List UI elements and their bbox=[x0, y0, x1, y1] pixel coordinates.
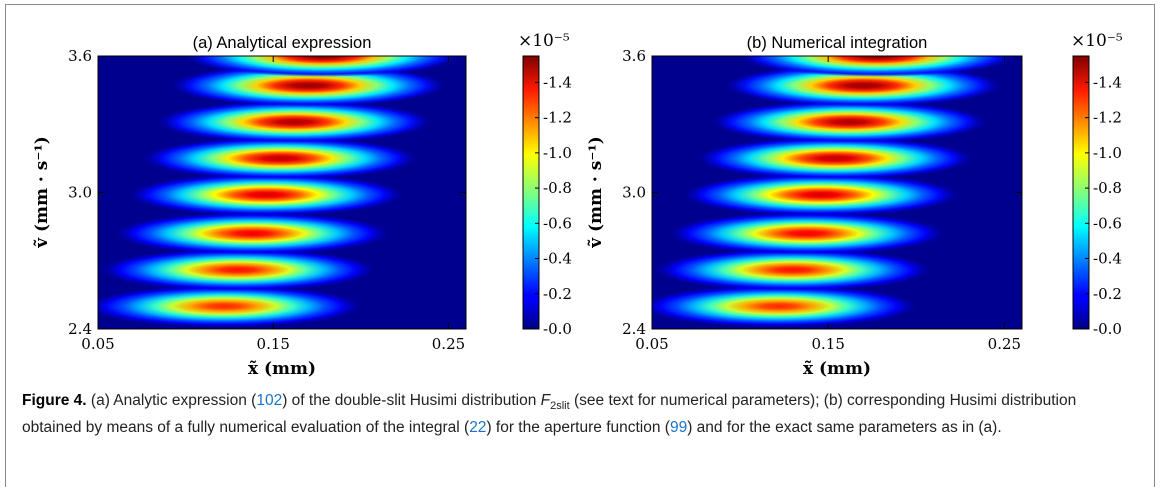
x-tick-label: 0.15 bbox=[257, 335, 290, 353]
heatmap-peak bbox=[697, 137, 974, 180]
panel-b-colorbar-scale: ×10⁻⁵ bbox=[1071, 31, 1123, 51]
colorbar-tick-label: -1.4 bbox=[1093, 73, 1122, 91]
colorbar-tick-label: -1.0 bbox=[1093, 144, 1122, 162]
y-tick-label: 3.0 bbox=[68, 184, 92, 202]
panel-a-ticks: 0.05 0.15 0.25 2.4 3.0 3.6 bbox=[68, 47, 466, 353]
caption-symbol-sub: 2slit bbox=[550, 400, 570, 413]
figure-caption: Figure 4. (a) Analytic expression (102) … bbox=[22, 390, 1132, 438]
x-tick-label: 0.05 bbox=[81, 335, 114, 353]
colorbar-tick-label: -0.0 bbox=[543, 320, 572, 338]
colorbar-tick-label: -0.0 bbox=[1093, 320, 1122, 338]
x-tick-label: 0.25 bbox=[432, 335, 465, 353]
panel-a-colorbar-scale: ×10⁻⁵ bbox=[518, 31, 570, 51]
panel-a: (a) Analytical expression 0.05 0.15 0.25 2.… bbox=[32, 31, 572, 379]
colorbar-tick-label: -0.8 bbox=[1093, 179, 1122, 197]
panel-b-ticks: 0.05 0.15 0.25 2.4 3.0 3.6 bbox=[622, 47, 1022, 353]
heatmap-peak bbox=[98, 285, 362, 328]
caption-text-4: ) for the aperture function ( bbox=[486, 419, 670, 437]
heatmap-peak bbox=[129, 173, 404, 216]
y-tick-label: 3.6 bbox=[68, 47, 92, 65]
x-tick-label: 0.05 bbox=[635, 335, 668, 353]
caption-ref-99[interactable]: 99 bbox=[669, 419, 688, 437]
heatmap-peak bbox=[711, 101, 988, 143]
caption-text-5: ) and for the exact same parameters as i… bbox=[687, 419, 1002, 437]
panel-b-title: (b) Numerical integration bbox=[747, 34, 928, 52]
panel-b-heatmap bbox=[652, 56, 1016, 328]
x-tick-label: 0.25 bbox=[988, 335, 1021, 353]
colorbar-tick-label: -0.8 bbox=[543, 179, 572, 197]
caption-text-2: ) of the double-slit Husimi distribution bbox=[282, 392, 541, 409]
colorbar-tick-label: -1.0 bbox=[543, 144, 572, 162]
panel-a-xlabel: x̃ (mm) bbox=[248, 359, 316, 379]
panel-b: (b) Numerical integration 0.05 0.15 0.25 2.… bbox=[586, 31, 1123, 379]
caption-ref-22[interactable]: 22 bbox=[469, 419, 487, 437]
colorbar-tick-label: -0.4 bbox=[1093, 250, 1122, 268]
panel-a-title: (a) Analytical expression bbox=[193, 34, 372, 52]
panel-a-colorbar bbox=[522, 55, 540, 330]
panel-a-ylabel: ṽ (mm · s⁻¹) bbox=[32, 136, 52, 249]
panel-b-colorbar bbox=[1072, 55, 1090, 330]
y-tick-label: 3.0 bbox=[622, 184, 646, 202]
heatmap-peak bbox=[655, 248, 931, 291]
heatmap-peak bbox=[669, 212, 945, 255]
panel-b-colorbar-ticks: -0.0 -0.2 -0.4 -0.6 -0.8 -1.0 -1.2 -1.4 bbox=[1085, 73, 1122, 338]
heatmap-peak bbox=[739, 56, 1016, 77]
caption-text-3: (see text for numerical parameters); (b)… bbox=[22, 392, 1077, 437]
colorbar-tick-label: -1.2 bbox=[543, 109, 572, 127]
y-tick-label: 2.4 bbox=[68, 320, 92, 338]
caption-symbol-f: F bbox=[540, 392, 551, 409]
colorbar-tick-label: -0.6 bbox=[1093, 214, 1122, 232]
panel-a-heatmap bbox=[98, 56, 460, 328]
heatmap-peak bbox=[143, 137, 418, 180]
heatmap-peak bbox=[115, 212, 390, 255]
panel-a-colorbar-ticks: -0.0 -0.2 -0.4 -0.6 -0.8 -1.0 -1.2 -1.4 bbox=[535, 73, 572, 338]
caption-ref-102[interactable]: 102 bbox=[256, 392, 283, 409]
y-tick-label: 3.6 bbox=[622, 47, 646, 65]
caption-label: Figure 4. bbox=[22, 392, 87, 409]
colorbar-tick-label: -0.2 bbox=[1093, 285, 1122, 303]
colorbar-tick-label: -0.4 bbox=[543, 250, 572, 268]
colorbar-tick-label: -1.4 bbox=[543, 73, 572, 91]
colorbar-tick-label: -0.2 bbox=[543, 285, 572, 303]
heatmap-peak bbox=[185, 56, 460, 77]
heatmap-peak bbox=[683, 173, 959, 216]
caption-text-1: (a) Analytic expression ( bbox=[86, 392, 257, 409]
figure-frame bbox=[5, 4, 1155, 487]
heatmap-peak bbox=[652, 285, 917, 328]
heatmap-peak bbox=[101, 248, 376, 291]
x-tick-label: 0.15 bbox=[811, 335, 844, 353]
y-tick-label: 2.4 bbox=[622, 320, 646, 338]
colorbar-tick-label: -1.2 bbox=[1093, 109, 1122, 127]
colorbar-tick-label: -0.6 bbox=[543, 214, 572, 232]
panel-b-ylabel: ṽ (mm · s⁻¹) bbox=[586, 136, 606, 249]
panel-b-xlabel: x̃ (mm) bbox=[803, 359, 871, 379]
heatmap-peak bbox=[157, 101, 432, 143]
